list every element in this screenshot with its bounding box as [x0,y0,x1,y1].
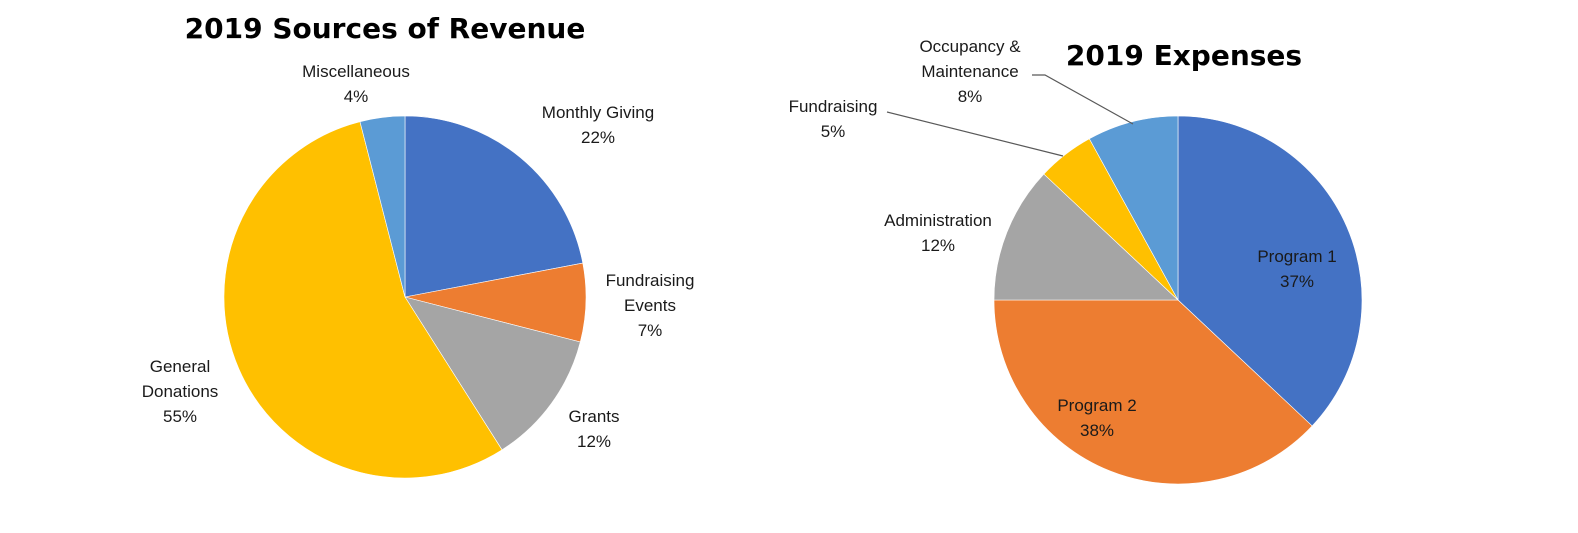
revenue-label-monthly-giving: Monthly Giving 22% [542,103,654,147]
expenses-chart-title: 2019 Expenses [1066,39,1302,72]
revenue-category-fundraising-events: Events [624,296,676,315]
revenue-label-miscellaneous: Miscellaneous 4% [302,62,410,106]
revenue-category-general-donations: General [150,357,210,376]
revenue-category-grants: Grants [568,407,619,426]
expenses-slices [993,115,1363,485]
expenses-category-fundraising: Fundraising [789,97,878,116]
revenue-value-monthly-giving: 22% [581,128,615,147]
expenses-label-program-1: Program 1 37% [1257,247,1336,291]
expenses-label-fundraising: Fundraising 5% [789,97,878,141]
revenue-slice-grants [404,296,581,451]
revenue-value-miscellaneous: 4% [344,87,369,106]
expenses-category-occupancy-and-maintenance: Maintenance [921,62,1018,81]
expenses-leader-lines [886,74,1134,157]
revenue-pie-chart: 2019 Sources of Revenue Monthly Giving 22… [142,12,695,479]
expenses-value-program-1: 37% [1280,272,1314,291]
expenses-label-program-2: Program 2 38% [1057,396,1136,440]
expenses-label-occupancy-and-maintenance: Occupancy & Maintenance 8% [919,37,1021,106]
expenses-value-fundraising: 5% [821,122,846,141]
expenses-category-program-1: Program 1 [1257,247,1336,266]
revenue-label-fundraising-events: Fundraising Events 7% [606,271,695,340]
revenue-slice-miscellaneous [359,115,406,298]
expenses-category-program-2: Program 2 [1057,396,1136,415]
revenue-slices [223,115,587,479]
revenue-label-grants: Grants 12% [568,407,619,451]
expenses-slice-program-1 [1177,115,1363,427]
expenses-value-occupancy-and-maintenance: 8% [958,87,983,106]
expenses-slice-occupancy-and-maintenance [1088,115,1179,301]
revenue-chart-title: 2019 Sources of Revenue [185,12,586,45]
expenses-category-administration: Administration [884,211,992,230]
expenses-value-program-2: 38% [1080,421,1114,440]
expenses-pie-chart: 2019 Expenses Program 1 37% Program 2 38% Ad… [789,37,1363,485]
revenue-category-monthly-giving: Monthly Giving [542,103,654,122]
expenses-leader-line-fundraising [886,111,1064,157]
revenue-value-fundraising-events: 7% [638,321,663,340]
revenue-category-miscellaneous: Miscellaneous [302,62,410,81]
revenue-value-general-donations: 55% [163,407,197,426]
revenue-category-fundraising-events: Fundraising [606,271,695,290]
expenses-value-administration: 12% [921,236,955,255]
revenue-slice-monthly-giving [404,115,584,298]
expenses-slice-program-2 [993,299,1313,485]
expenses-category-occupancy-and-maintenance: Occupancy & [919,37,1021,56]
revenue-label-general-donations: General Donations 55% [142,357,219,426]
revenue-value-grants: 12% [577,432,611,451]
expenses-label-administration: Administration 12% [884,211,992,255]
revenue-data-labels: Monthly Giving 22% Fundraising Events 7% Gran… [142,62,695,451]
expenses-data-labels: Program 1 37% Program 2 38% Administration 12… [789,37,1337,440]
revenue-category-general-donations: Donations [142,382,219,401]
expenses-slice-administration [993,173,1179,301]
revenue-slice-general-donations [223,121,503,479]
expenses-leader-line-occupancy-and-maintenance [1032,74,1134,125]
